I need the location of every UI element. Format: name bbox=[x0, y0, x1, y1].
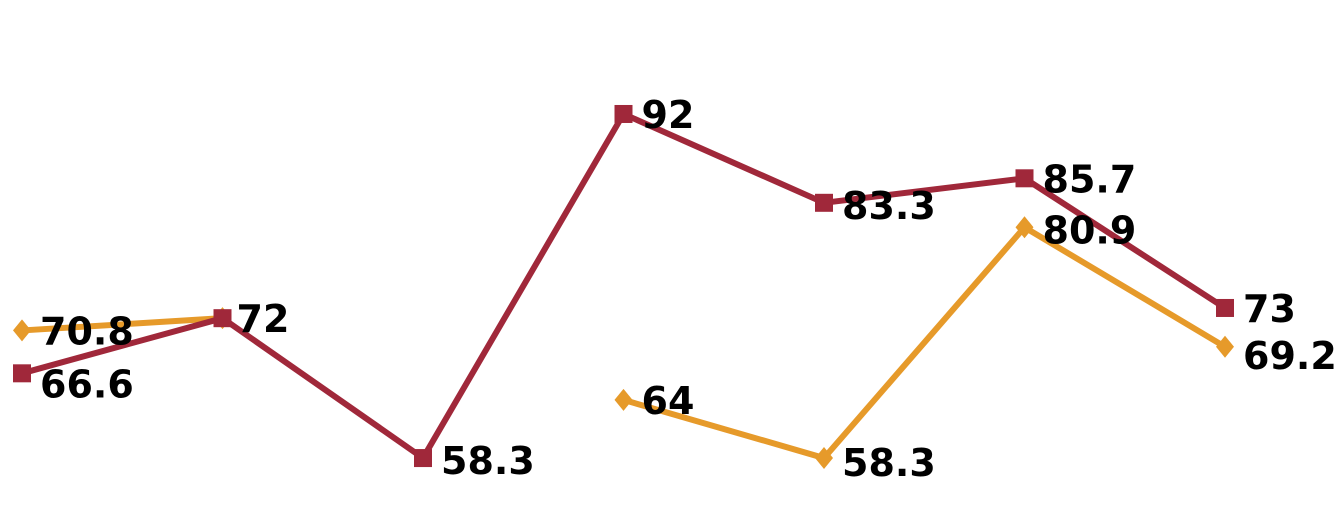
series-2-label-6: 80.9 bbox=[1043, 208, 1137, 252]
series-1-label-4: 92 bbox=[642, 93, 695, 137]
series-1-label-5: 83.3 bbox=[842, 184, 936, 228]
series-1-label-6: 85.7 bbox=[1043, 157, 1137, 201]
series-1-point-2 bbox=[213, 309, 232, 328]
series-2-label-1: 70.8 bbox=[40, 309, 134, 353]
series-2-point-4 bbox=[614, 388, 633, 411]
series-1-point-7 bbox=[1216, 298, 1234, 317]
series-2-line bbox=[19, 315, 226, 334]
series-1-point-1 bbox=[13, 364, 31, 383]
data-labels: 66.6 72 58.3 92 83.3 85.7 73 70.8 64 58.3 80.9 69.2 bbox=[40, 93, 1337, 485]
series-2-label-4: 64 bbox=[642, 379, 695, 423]
series-1-label-1: 66.6 bbox=[40, 362, 134, 406]
series-2-line bbox=[620, 224, 1228, 462]
series-1-point-3 bbox=[414, 449, 432, 468]
series-2-point-7 bbox=[1216, 335, 1234, 358]
series-1-point-4 bbox=[614, 104, 633, 123]
series-1-label-7: 73 bbox=[1243, 287, 1296, 331]
series-1-point-6 bbox=[1015, 169, 1034, 188]
series-2-label-5: 58.3 bbox=[842, 441, 936, 485]
series-1-point-5 bbox=[815, 193, 833, 212]
series-2-point-5 bbox=[815, 447, 833, 470]
series-markers bbox=[13, 104, 1234, 470]
series-1-label-2: 72 bbox=[237, 297, 290, 341]
series-2-label-7: 69.2 bbox=[1243, 334, 1337, 378]
series-2-point-1 bbox=[13, 319, 31, 342]
series-1-label-3: 58.3 bbox=[441, 439, 535, 483]
series-2-point-6 bbox=[1015, 216, 1034, 239]
